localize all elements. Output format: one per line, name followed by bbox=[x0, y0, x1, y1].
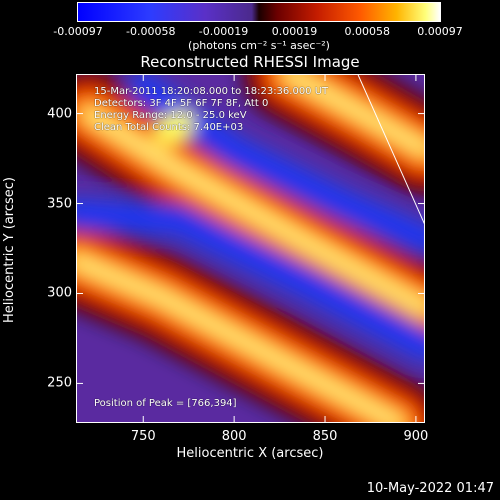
timestamp: 10-May-2022 01:47 bbox=[366, 481, 494, 496]
y-tick-label: 300 bbox=[47, 285, 72, 301]
colorbar-tick-label: 0.00019 bbox=[271, 25, 318, 38]
dark-core-2 bbox=[76, 206, 425, 354]
y-axis-label: Heliocentric Y (arcsec) bbox=[2, 177, 17, 323]
colorbar-tick-label: -0.00058 bbox=[126, 25, 176, 38]
colorbar-tick-label: -0.00019 bbox=[198, 25, 249, 38]
stripe-peak-4 bbox=[284, 74, 425, 155]
colorbar-tick-label: 0.00058 bbox=[344, 25, 390, 38]
stripe-peak-1 bbox=[76, 256, 403, 423]
colorbar-tick-label: -0.00097 bbox=[53, 25, 103, 38]
annotation-peak: Position of Peak = [766,394] bbox=[94, 398, 237, 409]
x-tick-label: 750 bbox=[130, 429, 156, 444]
peak-blob bbox=[154, 110, 195, 145]
plot-area: 15-Mar-2011 18:20:08.000 to 18:23:36.000… bbox=[76, 73, 426, 423]
colorbar bbox=[77, 2, 441, 22]
annotation-time: 15-Mar-2011 18:20:08.000 to 18:23:36.000… bbox=[94, 86, 329, 97]
annotation-energy: Energy Range: 12.0 - 25.0 keV bbox=[94, 110, 247, 121]
colorbar-tick-label: 0.00097 bbox=[417, 25, 463, 38]
x-axis-label: Heliocentric X (arcsec) bbox=[176, 446, 324, 461]
stripe-peak-0 bbox=[84, 109, 425, 313]
y-tick-label: 400 bbox=[47, 106, 72, 122]
annotation-clean: Clean Total Counts: 7.40E+03 bbox=[94, 122, 244, 133]
solar-limb bbox=[357, 73, 426, 226]
annotation-detectors: Detectors: 3F 4F 5F 6F 7F 8F, Att 0 bbox=[94, 98, 269, 109]
heatmap bbox=[76, 73, 426, 423]
x-tick-label: 850 bbox=[312, 429, 338, 444]
x-tick-label: 800 bbox=[221, 429, 247, 444]
plot-frame bbox=[76, 74, 425, 423]
x-tick-label: 900 bbox=[403, 429, 429, 444]
colorbar-unit: (photons cm⁻² s⁻¹ asec⁻²) bbox=[188, 39, 330, 52]
chart-title: Reconstructed RHESSI Image bbox=[140, 53, 360, 71]
y-tick-label: 250 bbox=[47, 375, 72, 391]
y-tick-label: 350 bbox=[47, 196, 72, 212]
